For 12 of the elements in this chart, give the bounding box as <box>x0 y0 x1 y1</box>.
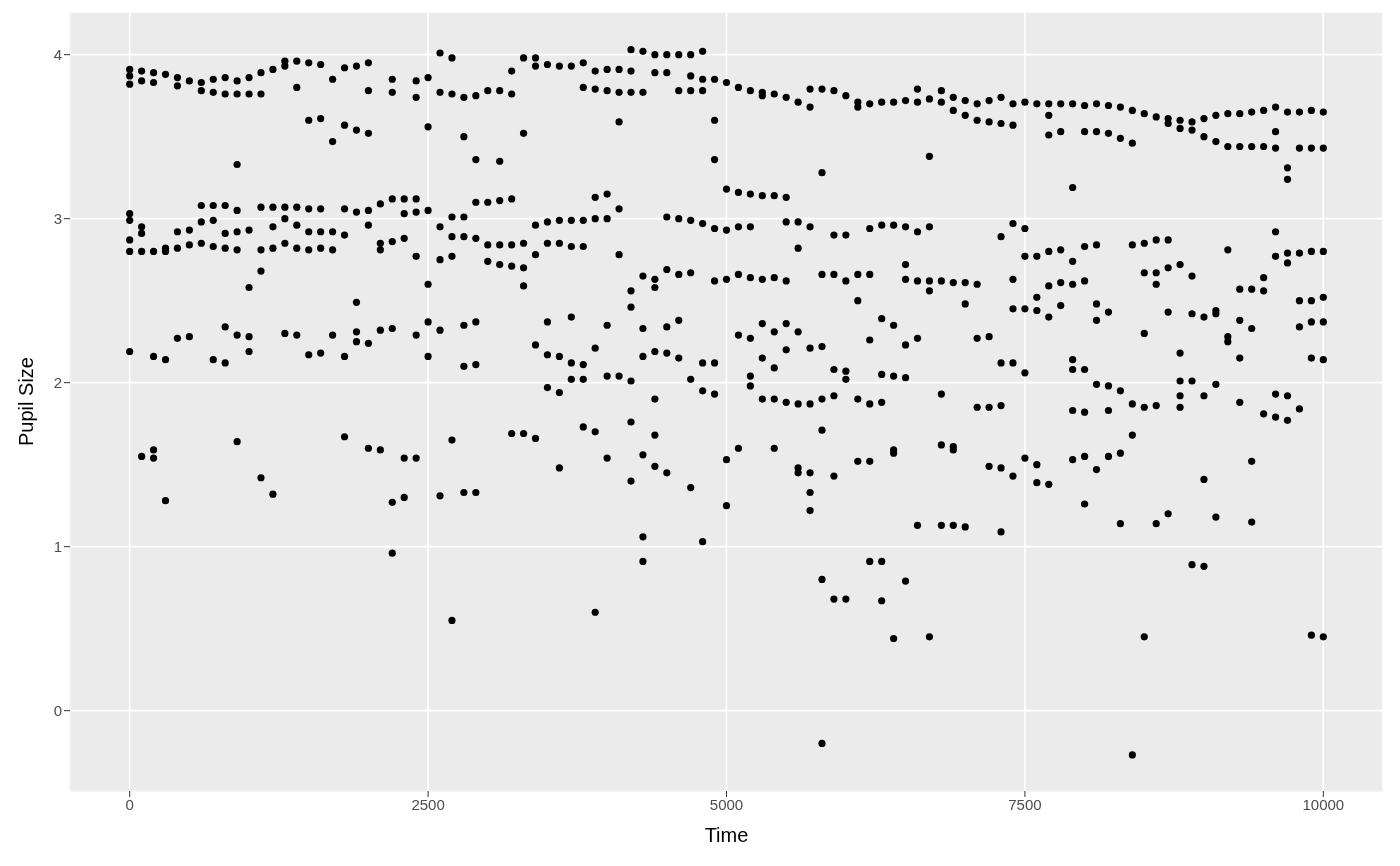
y-axis-title: Pupil Size <box>15 357 38 446</box>
x-tick-label: 2500 <box>411 795 445 813</box>
y-tick-label: 2 <box>53 373 62 391</box>
x-tick-label: 0 <box>125 795 134 813</box>
y-tick-label: 4 <box>53 45 62 63</box>
x-tick-label: 7500 <box>1008 795 1042 813</box>
y-tick-label: 0 <box>53 701 62 719</box>
x-tick-label: 5000 <box>709 795 744 813</box>
x-axis-title: Time <box>704 824 749 846</box>
y-tick-label: 1 <box>53 537 62 555</box>
y-tick-label: 3 <box>53 209 62 227</box>
x-tick-label: 10000 <box>1302 795 1345 813</box>
